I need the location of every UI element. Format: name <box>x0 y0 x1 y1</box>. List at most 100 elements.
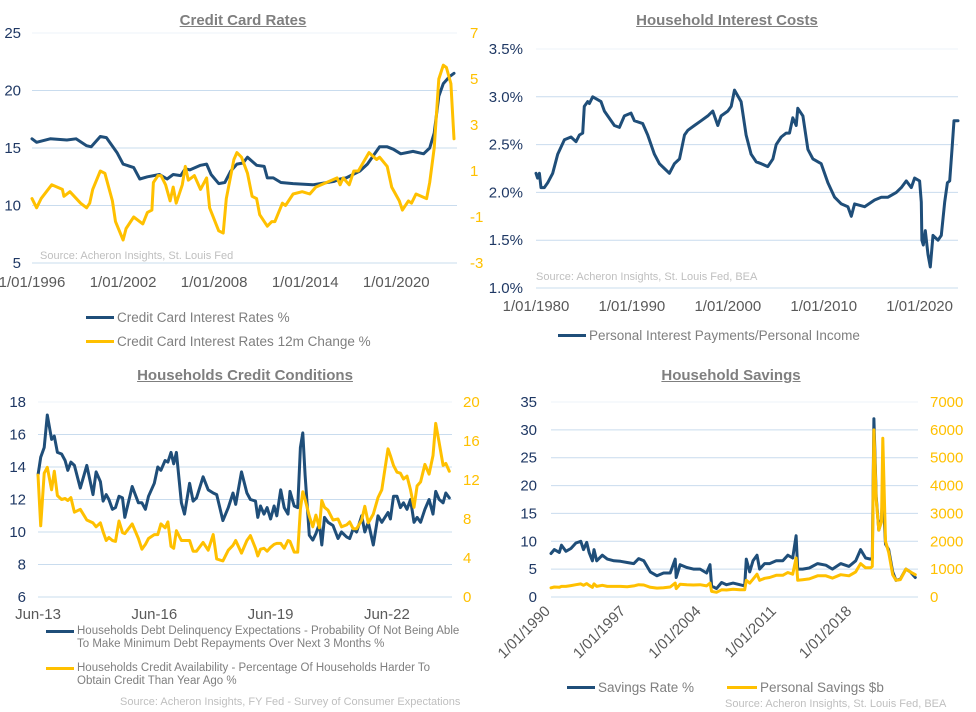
x-tick-label: 1/01/2011 <box>721 603 779 661</box>
x-tick-label: Jun-13 <box>15 606 61 623</box>
chart-household-savings: 0 5 10 15 20 25 30 35 0 1000 2000 3000 4000 5000 6000 7… <box>495 394 964 662</box>
legend-item-credit-availability: Households Credit Availability - Percent… <box>46 662 466 688</box>
y-left-tick-label: 2.5% <box>489 137 523 154</box>
y-left-tick-label: 20 <box>4 83 21 100</box>
y-left-tick-label: 5 <box>529 561 537 578</box>
legend-label: Credit Card Interest Rates % <box>117 310 290 325</box>
legend-swatch-gold <box>86 340 114 343</box>
y-right-tick-label: 3000 <box>930 505 963 522</box>
legend-swatch-gold <box>46 667 74 670</box>
y-left-tick-label: 1.0% <box>489 280 523 297</box>
y-left-tick-label: 0 <box>529 589 537 606</box>
legend-swatch-navy <box>567 686 595 689</box>
legend-swatch-navy <box>46 630 74 633</box>
y-left-tick-label: 18 <box>9 394 26 411</box>
y-right-tick-label: -1 <box>470 209 483 226</box>
y-right-tick-label: -3 <box>470 255 483 272</box>
y-left-tick-label: 15 <box>520 505 537 522</box>
series-line-right <box>549 428 917 594</box>
x-tick-label: 1/01/2010 <box>790 298 857 315</box>
y-left-tick-label: 20 <box>520 478 537 495</box>
chart-title-households-credit-conditions: Households Credit Conditions <box>137 367 353 384</box>
chart-household-interest-costs: 1.0% 1.5% 2.0% 2.5% 3.0% 3.5% 1/01/1980 1/01/19… <box>489 41 960 315</box>
y-right-tick-label: 3 <box>470 117 478 134</box>
y-left-tick-label: 3.0% <box>489 89 523 106</box>
x-tick-label: 1/01/1990 <box>495 603 554 662</box>
series-line-left <box>36 413 451 547</box>
y-left-tick-label: 1.5% <box>489 232 523 249</box>
y-left-tick-label: 10 <box>9 524 26 541</box>
y-right-tick-label: 5000 <box>930 450 963 467</box>
source-note-credit-conditions: Source: Acheron Insights, FY Fed - Surve… <box>120 696 461 708</box>
y-left-tick-label: 12 <box>9 492 26 509</box>
y-left-tick-label: 30 <box>520 422 537 439</box>
legend-item-credit-card-change: Credit Card Interest Rates 12m Change % <box>86 335 371 348</box>
legend-label: Personal Interest Payments/Personal Inco… <box>589 328 860 343</box>
x-tick-label: 1/01/2018 <box>796 603 855 662</box>
x-tick-label: Jun-22 <box>364 606 410 623</box>
x-tick-label: Jun-19 <box>248 606 294 623</box>
source-note-household-interest-costs: Source: Acheron Insights, St. Louis Fed,… <box>536 271 758 283</box>
x-tick-label: 1/01/2014 <box>272 274 339 291</box>
legend-swatch-gold <box>727 686 757 689</box>
legend-item-credit-card-rates: Credit Card Interest Rates % <box>86 311 290 324</box>
y-right-tick-label: 4 <box>463 550 471 567</box>
chart-credit-conditions: 6 8 10 12 14 16 18 0 4 8 12 16 20 Jun-13 Jun-16 Jun-19 J… <box>9 394 479 623</box>
y-right-tick-label: 7 <box>470 25 478 42</box>
y-right-tick-label: 0 <box>930 589 938 606</box>
x-tick-label: 1/01/2000 <box>694 298 761 315</box>
legend-item-savings-rate: Savings Rate % <box>567 681 694 694</box>
y-right-tick-label: 1 <box>470 163 478 180</box>
y-right-tick-label: 2000 <box>930 533 963 550</box>
x-tick-label: Jun-16 <box>131 606 177 623</box>
y-right-tick-label: 0 <box>463 589 471 606</box>
legend-label: Credit Card Interest Rates 12m Change % <box>117 334 371 349</box>
y-right-tick-label: 6000 <box>930 422 963 439</box>
series-line-right <box>30 63 456 242</box>
y-left-tick-label: 6 <box>18 589 26 606</box>
y-left-tick-label: 3.5% <box>489 41 523 58</box>
y-left-tick-label: 16 <box>9 427 26 444</box>
source-note-credit-card-rates: Source: Acheron Insights, St. Louis Fed <box>40 250 234 262</box>
legend-item-delinquency: Households Debt Delinquency Expectations… <box>46 625 466 651</box>
y-right-tick-label: 4000 <box>930 478 963 495</box>
x-tick-label: 1/01/1996 <box>0 274 65 291</box>
y-left-tick-label: 25 <box>4 25 21 42</box>
y-left-tick-label: 25 <box>520 450 537 467</box>
legend-swatch-navy <box>86 316 114 319</box>
y-left-tick-label: 8 <box>18 557 26 574</box>
legend-item-interest-payments: Personal Interest Payments/Personal Inco… <box>558 329 860 342</box>
y-left-tick-label: 14 <box>9 459 26 476</box>
chart-title-household-savings: Household Savings <box>661 367 801 384</box>
legend-swatch-navy <box>558 334 586 337</box>
y-right-tick-label: 16 <box>463 433 480 450</box>
series-line-left <box>30 71 456 187</box>
y-right-tick-label: 1000 <box>930 561 963 578</box>
y-left-tick-label: 10 <box>4 198 21 215</box>
x-tick-label: 1/01/1990 <box>599 298 666 315</box>
y-right-tick-label: 7000 <box>930 394 963 411</box>
series-line-left <box>534 88 960 269</box>
x-tick-label: 1/01/2008 <box>181 274 248 291</box>
y-left-tick-label: 10 <box>520 533 537 550</box>
x-tick-label: 1/01/1980 <box>503 298 570 315</box>
y-right-tick-label: 12 <box>463 472 480 489</box>
y-left-tick-label: 15 <box>4 140 21 157</box>
y-right-tick-label: 20 <box>463 394 480 411</box>
y-right-tick-label: 5 <box>470 71 478 88</box>
chart-title-credit-card-rates: Credit Card Rates <box>179 12 307 29</box>
legend-label: Savings Rate % <box>598 680 695 695</box>
chart-title-household-interest-costs: Household Interest Costs <box>636 12 818 29</box>
y-left-tick-label: 2.0% <box>489 184 523 201</box>
x-tick-label: 1/01/2020 <box>363 274 430 291</box>
y-left-tick-label: 5 <box>13 255 21 272</box>
y-right-tick-label: 8 <box>463 511 471 528</box>
y-left-tick-label: 35 <box>520 394 537 411</box>
series-line-right <box>36 421 451 563</box>
x-tick-label: 1/01/2004 <box>645 603 704 662</box>
chart-credit-card-rates: 5 10 15 20 25 -3 -1 1 3 5 7 1/01/1996 1/01/2002 1/01/… <box>0 25 483 291</box>
legend-label: Households Credit Availability - Percent… <box>77 662 431 687</box>
legend-label: Households Debt Delinquency Expectations… <box>77 625 460 650</box>
legend-label: Personal Savings $b <box>760 680 884 695</box>
